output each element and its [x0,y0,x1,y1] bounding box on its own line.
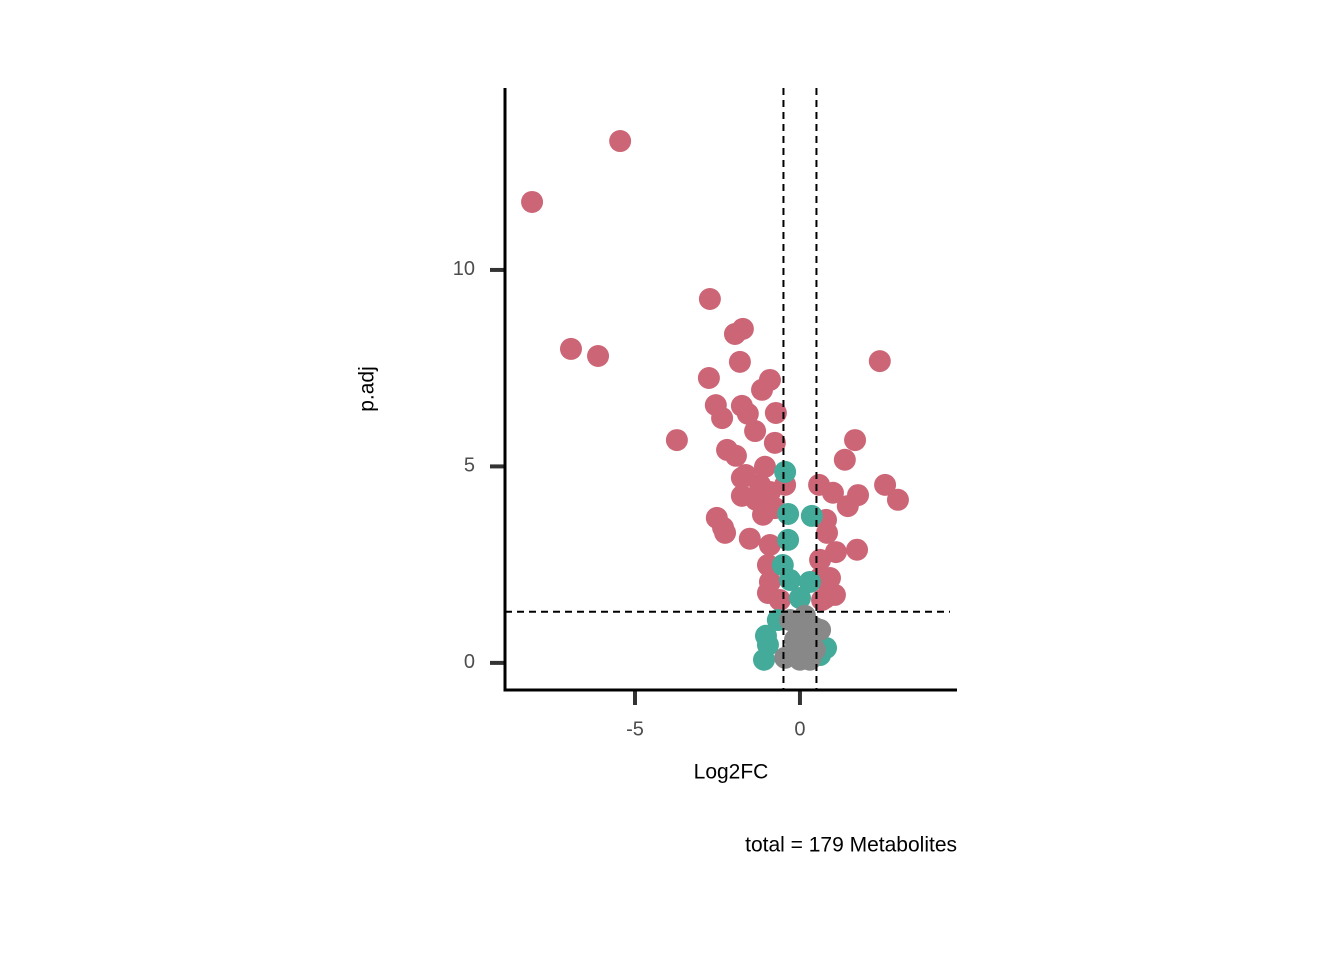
point [764,401,787,424]
point [768,589,791,612]
point [816,521,839,544]
point [714,521,737,544]
point [868,350,891,373]
point [809,618,832,641]
point [886,488,909,511]
point [559,337,582,360]
point [763,431,786,454]
y-tick-label: 10 [453,258,475,280]
point [798,570,821,593]
point [844,429,867,452]
point [777,528,800,551]
point [697,366,720,389]
point [587,344,610,367]
x-axis-label: Log2FC [694,761,769,784]
point [846,538,869,561]
point [779,568,802,591]
point [665,429,688,452]
point [609,130,632,153]
point [751,378,774,401]
point [730,466,753,489]
point [824,541,847,564]
point [788,587,811,610]
y-tick-label: 5 [464,455,475,477]
point [521,190,544,213]
point [777,502,800,525]
point [731,317,754,340]
point [833,448,856,471]
point [752,648,775,671]
point [736,402,759,425]
point [728,350,751,373]
y-tick-label: 0 [464,651,475,673]
point [793,604,816,627]
point [698,288,721,311]
point [758,534,781,557]
point [774,646,797,669]
x-tick-label: -5 [626,718,644,740]
point [811,589,834,612]
point [738,527,761,550]
x-tick-label: 0 [794,718,805,740]
point [753,455,776,478]
point [711,407,734,430]
point [874,473,897,496]
y-axis-label: p.adj [356,366,379,412]
caption: total = 179 Metabolites [745,834,957,857]
point [774,460,797,483]
point [818,567,841,590]
point [803,638,826,661]
point [847,484,870,507]
point [821,481,844,504]
point [800,504,823,527]
point [724,444,747,467]
point [744,420,767,443]
